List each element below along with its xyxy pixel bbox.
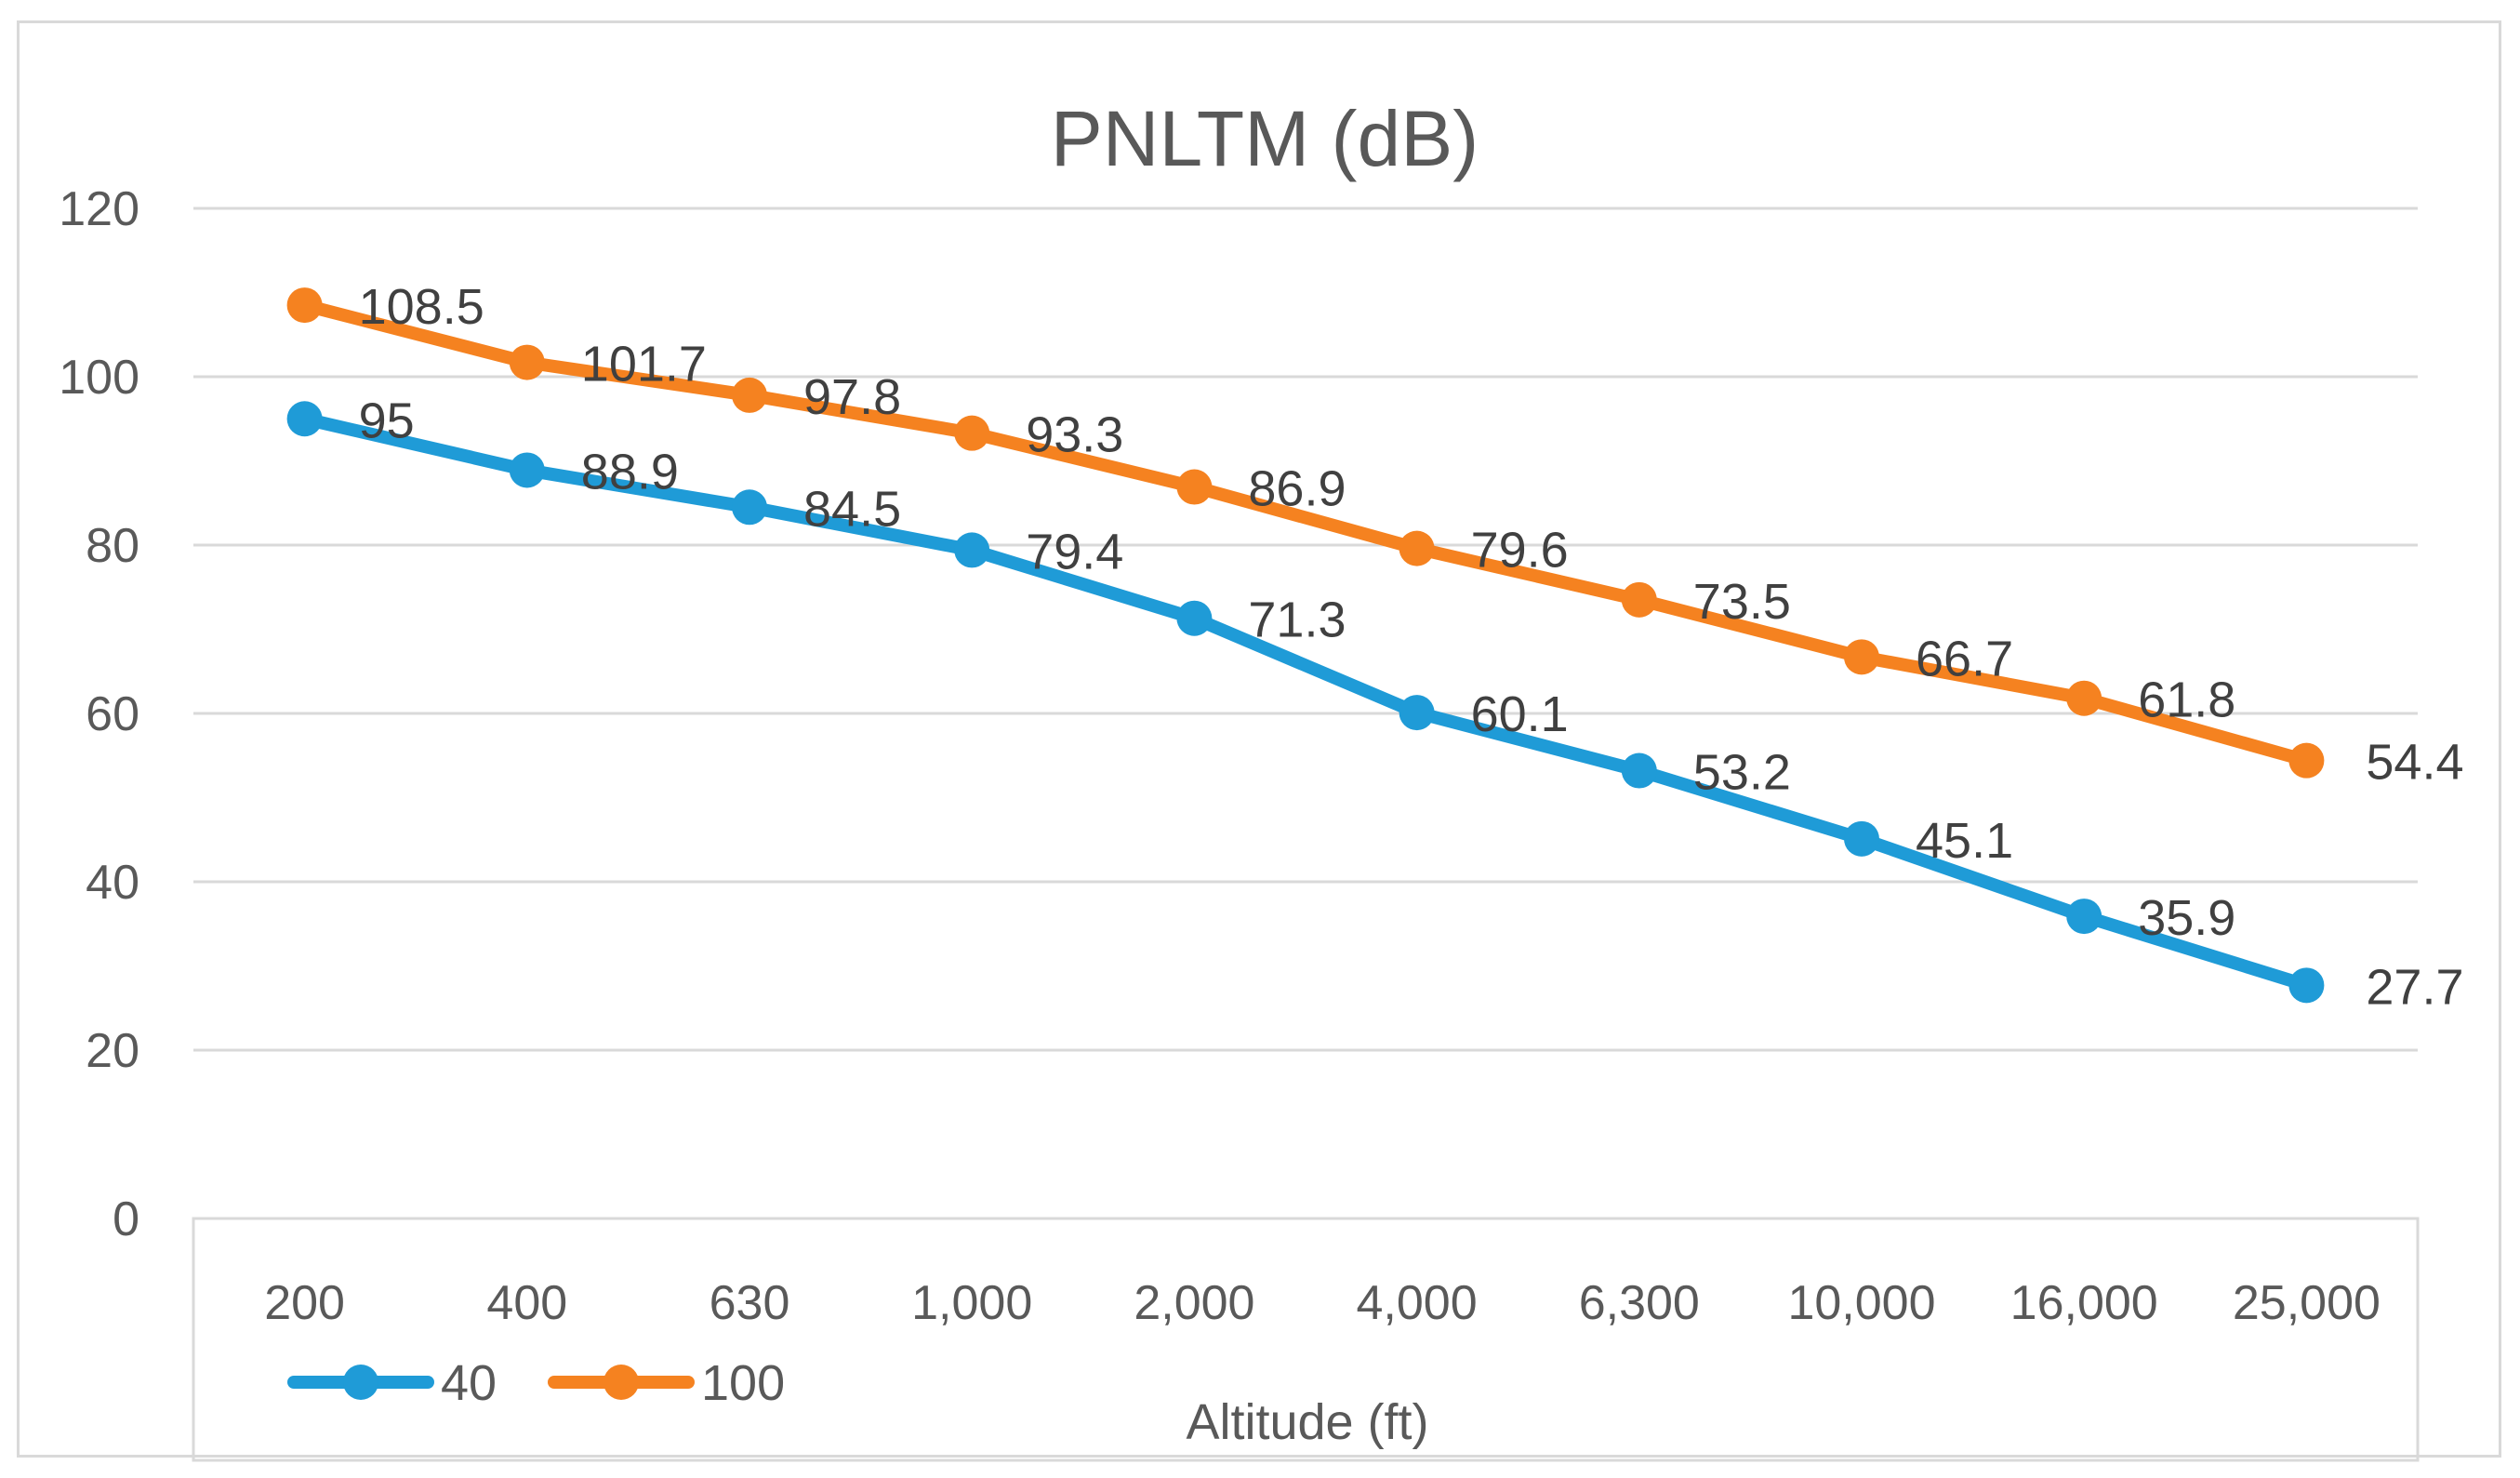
data-label: 79.6 bbox=[1471, 523, 1569, 579]
data-point bbox=[286, 401, 323, 437]
y-tick-label: 100 bbox=[59, 351, 139, 405]
legend-marker-100 bbox=[603, 1365, 639, 1400]
data-point bbox=[1176, 469, 1213, 505]
y-tick-label: 60 bbox=[86, 687, 139, 741]
data-label: 45.1 bbox=[1916, 813, 2013, 869]
series-line-40 bbox=[298, 412, 2314, 992]
data-label: 66.7 bbox=[1916, 631, 2013, 686]
x-axis-ticks: 200 400 630 1,000 2,000 4,000 6,300 10,000 16,00… bbox=[264, 1276, 2381, 1330]
x-tick-label: 6,300 bbox=[1579, 1276, 1700, 1330]
x-tick-label: 400 bbox=[486, 1276, 567, 1330]
data-point bbox=[732, 489, 767, 526]
y-tick-label: 0 bbox=[113, 1192, 139, 1246]
data-label: 108.5 bbox=[359, 279, 484, 335]
data-label: 54.4 bbox=[2366, 735, 2463, 791]
x-tick-label: 1,000 bbox=[911, 1276, 1032, 1330]
x-tick-label: 25,000 bbox=[2233, 1276, 2381, 1330]
data-point bbox=[2288, 967, 2325, 1004]
legend-marker-40 bbox=[343, 1365, 378, 1400]
data-label: 79.4 bbox=[1026, 524, 1123, 579]
data-point bbox=[2288, 742, 2325, 779]
data-point bbox=[954, 532, 990, 568]
x-tick-label: 16,000 bbox=[2010, 1276, 2158, 1330]
data-label: 95 bbox=[359, 393, 415, 448]
data-label: 97.8 bbox=[803, 369, 901, 425]
series-line-100 bbox=[298, 299, 2314, 767]
series-layer: 95 88.9 84.5 79.4 71.3 60.1 53.2 45.1 35.9 27.7 10… bbox=[286, 279, 2464, 1015]
data-label: 101.7 bbox=[581, 337, 707, 393]
data-point bbox=[1399, 530, 1435, 566]
data-label: 60.1 bbox=[1471, 686, 1569, 742]
data-point bbox=[286, 287, 323, 324]
data-point bbox=[1399, 695, 1435, 731]
x-tick-label: 200 bbox=[264, 1276, 345, 1330]
x-tick-label: 4,000 bbox=[1357, 1276, 1478, 1330]
y-tick-label: 80 bbox=[86, 519, 139, 573]
y-tick-label: 20 bbox=[86, 1024, 139, 1078]
data-point bbox=[1844, 639, 1879, 675]
data-point bbox=[509, 452, 545, 488]
data-label: 61.8 bbox=[2138, 672, 2235, 728]
data-point bbox=[2066, 680, 2102, 716]
y-tick-label: 120 bbox=[59, 182, 139, 236]
data-point bbox=[2066, 899, 2102, 935]
x-axis-band bbox=[192, 1217, 2420, 1462]
data-label: 84.5 bbox=[803, 481, 901, 537]
legend-label-100: 100 bbox=[701, 1355, 785, 1411]
x-tick-label: 630 bbox=[710, 1276, 790, 1330]
data-point bbox=[509, 344, 545, 380]
x-tick-label: 10,000 bbox=[1787, 1276, 1935, 1330]
data-point bbox=[1844, 820, 1879, 857]
legend-label-40: 40 bbox=[441, 1355, 497, 1411]
x-axis-title: Altitude (ft) bbox=[1186, 1394, 1428, 1450]
data-label: 86.9 bbox=[1248, 461, 1346, 517]
data-label: 73.5 bbox=[1693, 574, 1791, 630]
data-label: 71.3 bbox=[1248, 593, 1346, 648]
data-label: 93.3 bbox=[1026, 407, 1123, 463]
data-label: 27.7 bbox=[2366, 959, 2463, 1015]
data-label: 35.9 bbox=[2138, 890, 2235, 946]
data-point bbox=[954, 415, 990, 451]
data-point bbox=[1176, 600, 1213, 636]
data-label: 88.9 bbox=[581, 444, 679, 499]
gridlines bbox=[193, 206, 2418, 1052]
y-axis-ticks: 0 20 40 60 80 100 120 bbox=[59, 182, 139, 1246]
data-point bbox=[732, 377, 767, 413]
x-tick-label: 2,000 bbox=[1134, 1276, 1254, 1330]
legend: 40 100 bbox=[287, 1355, 785, 1411]
series-100: 108.5 101.7 97.8 93.3 86.9 79.6 73.5 66.7 61.8 54… bbox=[286, 279, 2464, 791]
data-label: 53.2 bbox=[1693, 745, 1791, 801]
series-40: 95 88.9 84.5 79.4 71.3 60.1 53.2 45.1 35.9 27.7 bbox=[286, 393, 2464, 1015]
chart-title: PNLTM (dB) bbox=[1051, 95, 1479, 182]
y-tick-label: 40 bbox=[86, 856, 139, 910]
data-point bbox=[1621, 752, 1657, 789]
data-point bbox=[1621, 581, 1657, 618]
